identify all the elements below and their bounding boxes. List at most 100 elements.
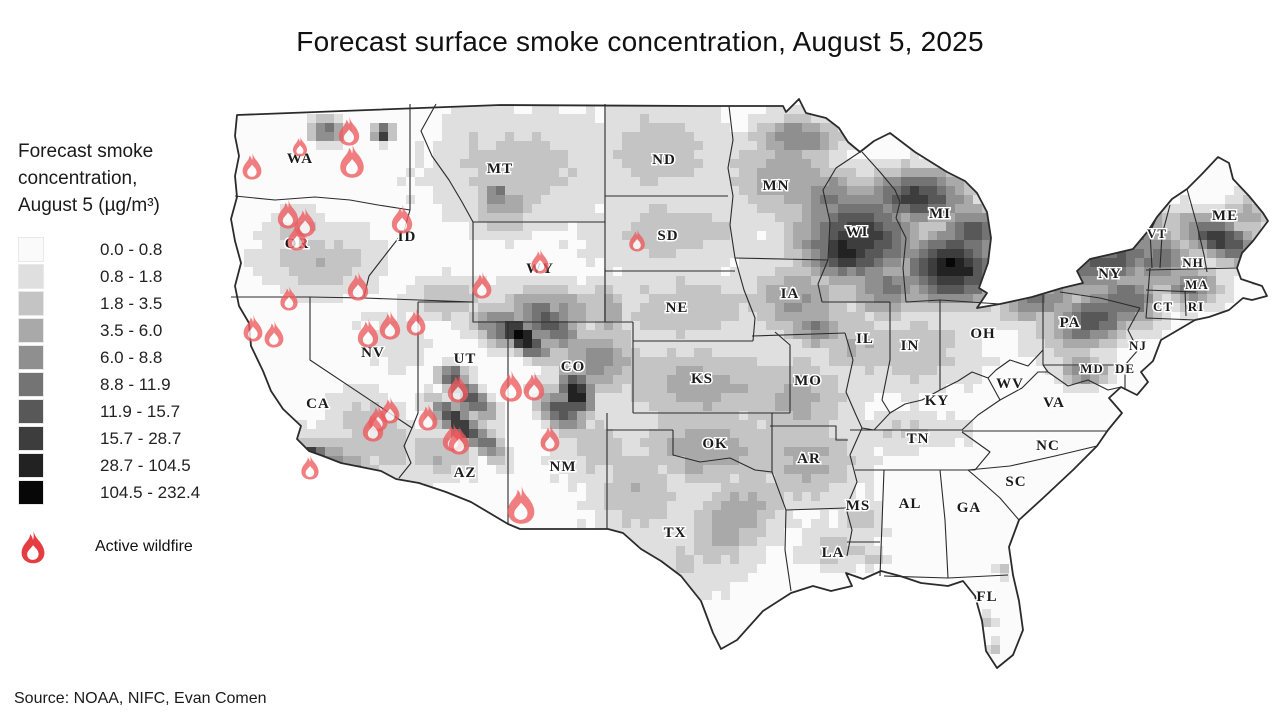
state-label-la: LA <box>822 545 845 561</box>
state-border-line <box>1145 289 1197 293</box>
state-border-line <box>1145 267 1238 271</box>
state-border-line <box>672 430 773 473</box>
state-border-line <box>420 103 474 223</box>
state-labels: WAORCANVIDMTWYUTCOAZNMNDSDNEKSOKTXMNIAMO… <box>283 150 1238 607</box>
legend-bin-swatch-3 <box>18 318 44 343</box>
legend-bin-row: 8.8 - 11.9 <box>18 371 228 398</box>
legend-bin-swatch-6 <box>18 399 44 424</box>
state-label-fl: FL <box>976 589 997 605</box>
state-label-ar: AR <box>797 451 821 467</box>
legend: Forecast smoke concentration, August 5 (… <box>18 138 228 564</box>
state-border-line <box>1186 188 1208 273</box>
state-label-al: AL <box>899 496 922 512</box>
state-border-line <box>879 469 885 577</box>
legend-bin-label: 3.5 - 6.0 <box>100 320 163 340</box>
legend-bin-swatch-2 <box>18 291 44 316</box>
legend-bin-label: 28.7 - 104.5 <box>100 455 191 475</box>
state-label-il: IL <box>856 331 874 347</box>
state-border-line <box>774 331 791 413</box>
state-label-tn: TN <box>907 431 930 447</box>
legend-wildfire-row: Active wildfire <box>18 530 228 564</box>
state-borders <box>231 103 1238 592</box>
state-label-wi: WI <box>846 224 869 240</box>
legend-bin-row: 1.8 - 3.5 <box>18 290 228 317</box>
state-label-md: MD <box>1080 361 1104 376</box>
state-label-ia: IA <box>781 286 800 302</box>
state-border-line <box>751 332 846 337</box>
state-border-line <box>939 469 949 579</box>
state-label-sd: SD <box>657 228 678 244</box>
state-label-pa: PA <box>1060 315 1081 331</box>
state-label-nh: NH <box>1182 255 1204 270</box>
state-label-mn: MN <box>763 178 790 194</box>
legend-bin-row: 6.0 - 8.8 <box>18 344 228 371</box>
legend-bin-label: 11.9 - 15.7 <box>100 401 181 421</box>
state-border-line <box>967 445 1098 471</box>
page-title: Forecast surface smoke concentration, Au… <box>296 26 984 57</box>
legend-bin-swatch-1 <box>18 264 44 289</box>
legend-bin-label: 1.8 - 3.5 <box>100 293 163 313</box>
state-border-line <box>861 151 901 219</box>
state-label-ga: GA <box>957 500 982 516</box>
legend-bin-row: 104.5 - 232.4 <box>18 479 228 506</box>
legend-bin-swatch-9 <box>18 480 44 505</box>
legend-bin-label: 0.0 - 0.8 <box>100 239 163 259</box>
state-border-line <box>734 257 756 342</box>
legend-bin-row: 15.7 - 28.7 <box>18 425 228 452</box>
legend-bin-swatch-5 <box>18 372 44 397</box>
state-border-line <box>967 469 1020 521</box>
state-border-line <box>895 217 907 303</box>
state-label-mi: MI <box>929 206 951 222</box>
state-border-line <box>234 195 411 211</box>
legend-bin-row: 3.5 - 6.0 <box>18 317 228 344</box>
state-label-tx: TX <box>664 525 687 541</box>
state-label-vt: VT <box>1147 226 1167 241</box>
state-label-ma: MA <box>1185 277 1209 292</box>
legend-bin-label: 15.7 - 28.7 <box>100 428 182 448</box>
state-label-ne: NE <box>666 300 689 316</box>
state-label-co: CO <box>561 359 586 375</box>
wildfire-flame-icon <box>21 530 45 564</box>
wildfire-legend-label: Active wildfire <box>95 538 193 555</box>
state-border-line <box>771 471 792 592</box>
us-outline <box>230 98 1269 669</box>
state-border-line <box>309 297 413 429</box>
state-label-nm: NM <box>550 459 577 475</box>
state-label-de: DE <box>1115 361 1135 376</box>
state-border-line <box>844 332 863 429</box>
legend-title-line1: Forecast smoke <box>18 141 154 162</box>
state-border-line <box>961 377 1001 431</box>
state-border-line <box>845 427 863 557</box>
state-border-line <box>770 425 848 441</box>
state-label-ms: MS <box>846 498 871 514</box>
legend-bin-label: 104.5 - 232.4 <box>100 482 201 502</box>
state-border-line <box>727 105 734 197</box>
legend-title: Forecast smoke concentration, August 5 (… <box>18 138 228 219</box>
legend-title-line3: August 5 (µg/m³) <box>18 195 160 216</box>
state-label-az: AZ <box>454 465 477 481</box>
state-label-sc: SC <box>1005 474 1026 490</box>
state-label-va: VA <box>1043 395 1065 411</box>
state-border-line <box>231 296 474 303</box>
legend-bin-swatch-7 <box>18 426 44 451</box>
legend-bin-swatch-0 <box>18 237 44 262</box>
state-label-wv: WV <box>996 376 1024 392</box>
state-border-line <box>729 195 736 259</box>
legend-bin-row: 28.7 - 104.5 <box>18 452 228 479</box>
state-label-in: IN <box>901 338 920 354</box>
state-label-ky: KY <box>925 393 950 409</box>
state-label-nd: ND <box>652 152 676 168</box>
state-border-line <box>822 151 861 261</box>
legend-bin-swatch-8 <box>18 453 44 478</box>
legend-bin-label: 8.8 - 11.9 <box>100 374 171 394</box>
state-border-line <box>987 349 1044 379</box>
state-label-me: ME <box>1212 208 1238 224</box>
state-label-ct: CT <box>1153 299 1173 314</box>
state-border-line <box>1159 204 1171 269</box>
state-label-ca: CA <box>306 396 330 412</box>
legend-bin-label: 6.0 - 8.8 <box>100 347 163 367</box>
state-border-line <box>883 575 949 579</box>
state-border-line <box>1124 307 1141 366</box>
state-border-line <box>1145 267 1197 321</box>
